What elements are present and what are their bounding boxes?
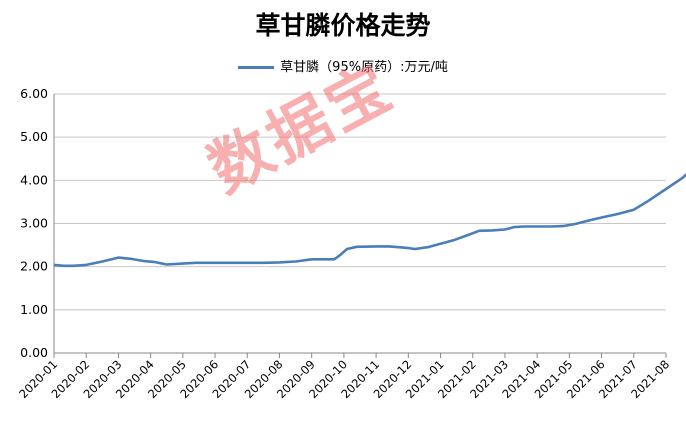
y-tick-label: 3.00 (20, 216, 48, 231)
y-tick-label: 1.00 (20, 302, 48, 317)
legend-swatch (238, 66, 275, 69)
y-tick-label: 5.00 (20, 129, 48, 144)
y-tick-label: 4.00 (20, 172, 48, 187)
legend-label: 草甘膦（95%原药）:万元/吨 (280, 60, 448, 75)
y-tick-label: 0.00 (20, 345, 48, 360)
chart-title: 草甘膦价格走势 (255, 11, 431, 40)
legend: 草甘膦（95%原药）:万元/吨 (0, 56, 686, 75)
y-tick-label: 6.00 (20, 86, 48, 101)
series-line (53, 172, 686, 268)
y-tick-label: 2.00 (20, 259, 48, 274)
